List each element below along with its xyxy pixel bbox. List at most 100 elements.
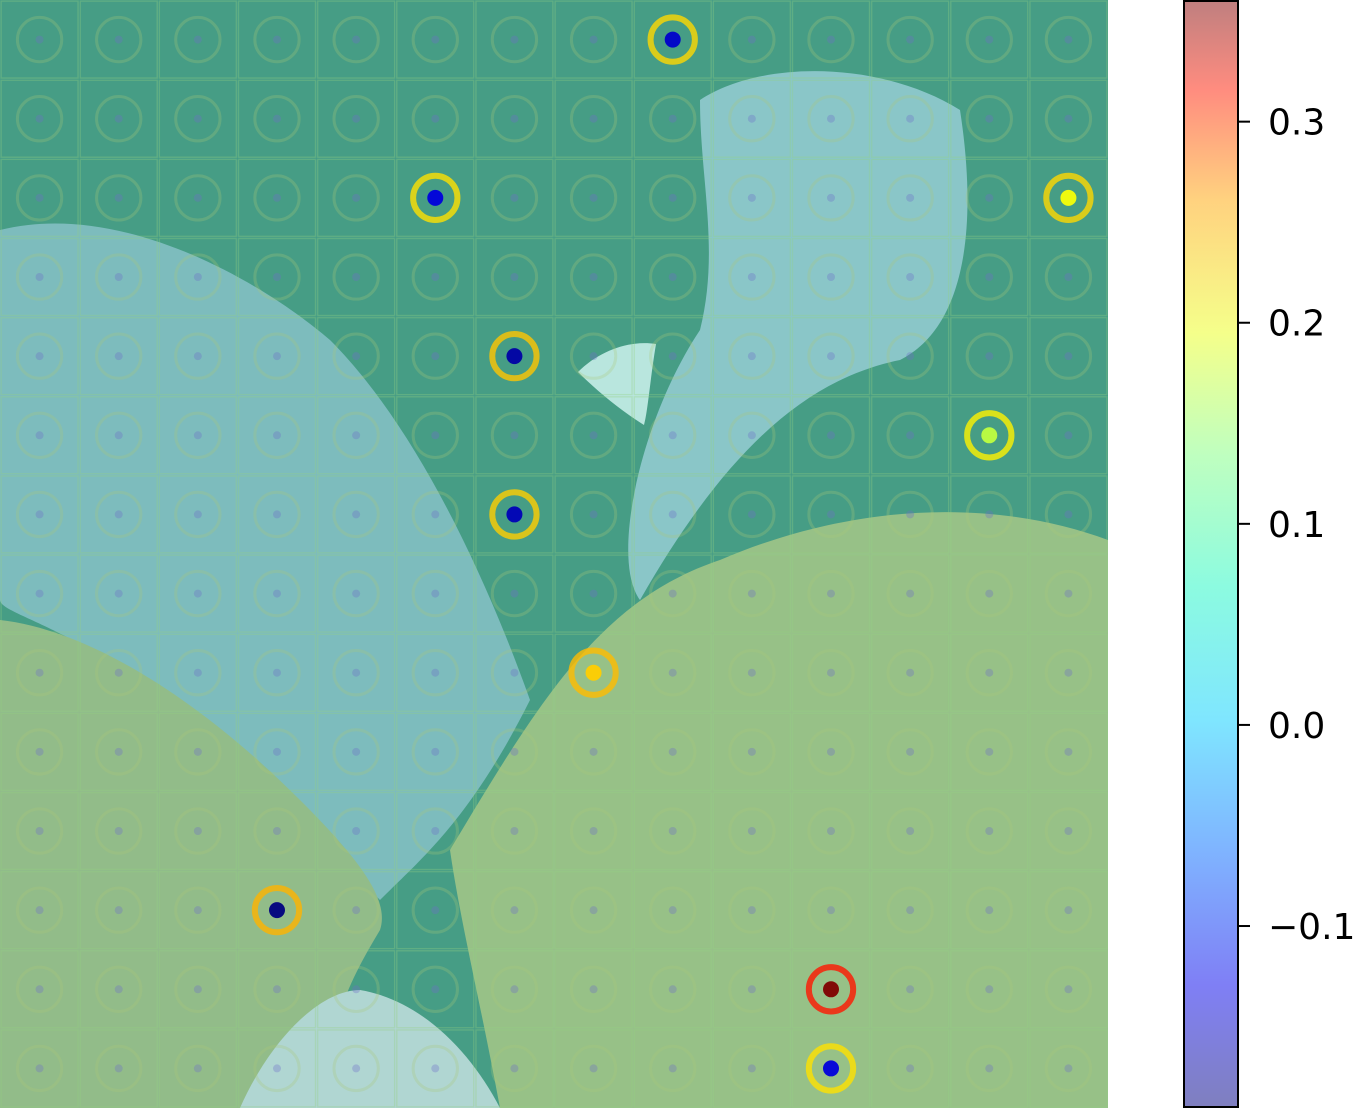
attribution-cell (1029, 870, 1108, 950)
attribution-cell (79, 1029, 159, 1108)
attribution-cell (870, 0, 950, 79)
attribution-cell (870, 949, 950, 1029)
attribution-cell (554, 0, 633, 79)
attribution-cell (475, 633, 554, 713)
attribution-cell (949, 949, 1029, 1029)
attribution-cell (949, 395, 1029, 475)
attribution-cell (949, 237, 1029, 317)
attribution-cell (712, 237, 792, 317)
attribution-cell (316, 79, 396, 159)
attribution-cell (870, 158, 950, 238)
attribution-cell (475, 949, 554, 1029)
attribution-cell (395, 633, 475, 713)
colorbar-tick-label: 0.1 (1268, 505, 1325, 546)
heatmap-panel (0, 0, 1108, 1108)
colorbar-tick-label: 0.0 (1268, 706, 1325, 747)
attribution-cell (395, 554, 475, 633)
attribution-cell (554, 949, 633, 1029)
attribution-cell (237, 554, 317, 633)
attribution-cell (554, 633, 633, 713)
attribution-cell (949, 475, 1029, 554)
attribution-cell (395, 870, 475, 950)
attribution-cell (949, 633, 1029, 713)
attribution-cell (395, 79, 475, 159)
attribution-cell (237, 1029, 317, 1108)
attribution-cell (158, 633, 238, 713)
attribution-cell (475, 791, 554, 871)
attribution-cell (949, 158, 1029, 238)
attribution-cell (554, 237, 633, 317)
attribution-cell (791, 316, 871, 396)
attribution-cell (395, 475, 475, 554)
blue-fish-left (0, 223, 530, 900)
attribution-cell (791, 0, 871, 79)
attribution-cell (475, 475, 554, 554)
attribution-cell (316, 316, 396, 396)
attribution-cell (316, 791, 396, 871)
attribution-cell (1029, 712, 1108, 792)
attribution-cell (1029, 237, 1108, 317)
attribution-cell (633, 633, 713, 713)
attribution-cell (475, 870, 554, 950)
attribution-cell (870, 870, 950, 950)
attribution-cell (79, 0, 159, 79)
attribution-grid (0, 0, 1108, 1108)
attribution-cell (475, 712, 554, 792)
attribution-cell (158, 1029, 238, 1108)
attribution-cell (316, 949, 396, 1029)
attribution-cell (475, 0, 554, 79)
attribution-cell (237, 158, 317, 238)
attribution-cell (554, 554, 633, 633)
attribution-cell (158, 712, 238, 792)
attribution-cell (949, 1029, 1029, 1108)
blue-fish-right (628, 71, 968, 600)
attribution-cell (0, 395, 79, 475)
attribution-cell (791, 237, 871, 317)
attribution-cell (79, 395, 159, 475)
attribution-cell (0, 633, 79, 713)
attribution-cell (1029, 79, 1108, 159)
attribution-cell (237, 475, 317, 554)
attribution-cell (0, 316, 79, 396)
attribution-cell (475, 158, 554, 238)
attribution-cell (237, 79, 317, 159)
attribution-cell (633, 949, 713, 1029)
attribution-cell (395, 158, 475, 238)
attribution-cell (712, 712, 792, 792)
attribution-cell (237, 395, 317, 475)
attribution-cell (791, 475, 871, 554)
attribution-cell (395, 237, 475, 317)
attribution-cell (791, 633, 871, 713)
attribution-cell (316, 0, 396, 79)
coral-bottom (240, 990, 500, 1108)
attribution-cell (0, 1029, 79, 1108)
attribution-cell (0, 554, 79, 633)
attribution-cell (633, 475, 713, 554)
bright-patch (578, 343, 656, 425)
attribution-cell (870, 237, 950, 317)
attribution-cell (158, 0, 238, 79)
attribution-cell (79, 237, 159, 317)
attribution-cell (712, 870, 792, 950)
attribution-cell (79, 633, 159, 713)
attribution-cell (316, 633, 396, 713)
attribution-cell (791, 1029, 871, 1108)
colorbar: 0.3 0.2 0.1 0.0 −0.1 (1183, 0, 1355, 1108)
attribution-cell (395, 316, 475, 396)
attribution-cell (79, 158, 159, 238)
attribution-cell (0, 949, 79, 1029)
attribution-cell (0, 791, 79, 871)
attribution-cell (316, 158, 396, 238)
attribution-cell (949, 79, 1029, 159)
attribution-cell (1029, 0, 1108, 79)
attribution-cell (712, 554, 792, 633)
attribution-cell (1029, 1029, 1108, 1108)
attribution-cell (791, 712, 871, 792)
attribution-cell (79, 554, 159, 633)
attribution-cell (554, 475, 633, 554)
attribution-cell (870, 554, 950, 633)
underwater-photo-background (0, 0, 1108, 1108)
attribution-cell (79, 791, 159, 871)
attribution-cell (475, 316, 554, 396)
attribution-cell (554, 316, 633, 396)
